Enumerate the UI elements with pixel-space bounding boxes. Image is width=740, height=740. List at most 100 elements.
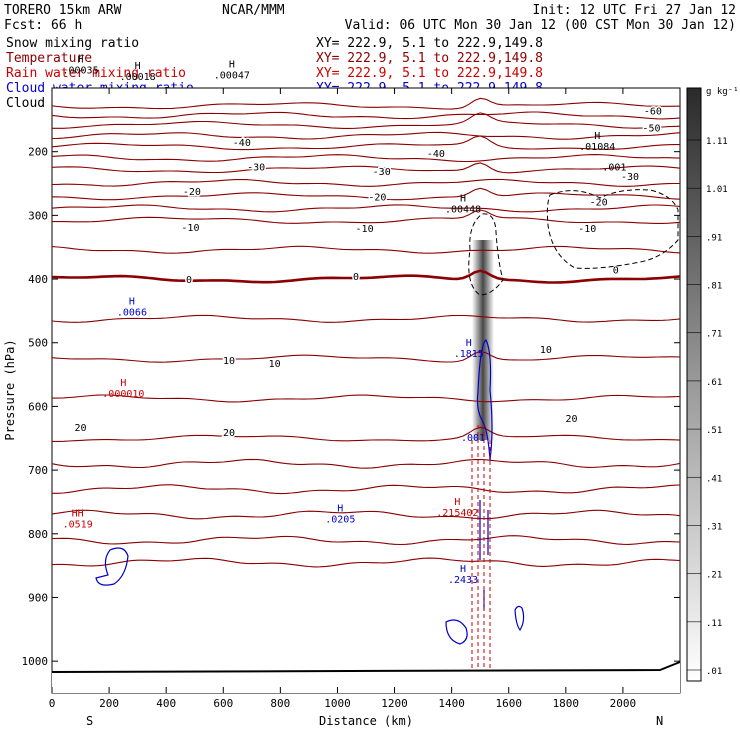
init-time: Init: 12 UTC Fri 27 Jan 12 — [533, 3, 737, 18]
temperature-contour — [51, 458, 681, 469]
temperature-contour — [51, 509, 681, 520]
temperature-contours: -60 -50 -40 -40 -30 -30 -30 -20 -20 -20 -10 -10 -10 0… — [51, 97, 681, 568]
maximum-value: .00035 — [62, 66, 98, 77]
colorbar-label: .11 — [706, 619, 722, 629]
maximum-marker: HH — [72, 509, 84, 520]
model-title: TORERO 15km ARW — [4, 3, 122, 18]
cloud-ice-contour-center — [468, 213, 504, 296]
maximum-value: .00047 — [214, 71, 250, 82]
x-tick-label: 1400 — [438, 697, 465, 710]
y-tick-label: 1000 — [22, 655, 49, 668]
temperature-contour — [51, 162, 681, 174]
colorbar-unit: g kg⁻¹ — [706, 87, 739, 97]
field-label: Temperature — [6, 51, 92, 66]
colorbar-label: .31 — [706, 522, 722, 532]
temperature-contour-label: -20 — [590, 197, 608, 208]
maximum-value: .2433 — [448, 575, 478, 586]
y-tick-label: 500 — [28, 337, 48, 350]
temperature-contour — [52, 112, 681, 129]
temperature-contour-label: -20 — [368, 192, 386, 203]
colorbar-label: 1.11 — [706, 137, 728, 147]
maximum-marker: H — [129, 297, 135, 308]
maximum-value: .215402 — [436, 508, 478, 519]
forecast-hour: Fcst: 66 h — [4, 18, 82, 33]
terrain-line — [51, 661, 681, 673]
field-section-coords: XY= 222.9, 5.1 to 222.9,149.8 — [316, 51, 543, 66]
rain-water-contours — [471, 425, 491, 668]
y-tick-label: 200 — [28, 146, 48, 159]
temperature-contour-label: -30 — [621, 172, 639, 183]
colorbar-label: .41 — [706, 474, 722, 484]
temperature-contour — [52, 426, 681, 442]
field-section-coords: XY= 222.9, 5.1 to 222.9,149.8 — [316, 66, 543, 81]
org-title: NCAR/MMM — [222, 3, 285, 18]
temperature-contour-label: 10 — [269, 359, 281, 370]
temperature-contour — [52, 209, 681, 224]
temperature-contour-label: -30 — [247, 162, 265, 173]
temperature-contour — [51, 111, 681, 120]
maximum-marker: H — [135, 61, 141, 72]
temperature-contour-label: 10 — [540, 345, 552, 356]
valid-time: Valid: 06 UTC Mon 30 Jan 12 (00 CST Mon … — [345, 18, 736, 33]
maximum-value: .01084 — [579, 142, 615, 153]
x-tick-label: 1000 — [324, 697, 351, 710]
temperature-contour — [51, 204, 681, 213]
temperature-contour — [51, 350, 681, 363]
temperature-contour-label: -30 — [373, 167, 391, 178]
cloud-water-contour-south-low — [445, 619, 468, 645]
temperature-contour — [51, 154, 681, 163]
temperature-contour-label: -10 — [356, 224, 374, 235]
maximum-marker: H — [454, 497, 460, 508]
temperature-contour-label: 20 — [223, 428, 235, 439]
maximum-value: .0066 — [117, 308, 147, 319]
x-tick-label: 0 — [49, 697, 56, 710]
temperature-contour-label: -20 — [183, 187, 201, 198]
field-section-coords: XY= 222.9, 5.1 to 222.9,149.8 — [316, 36, 543, 51]
temperature-contour-label: 10 — [223, 356, 235, 367]
plot-frame — [51, 87, 681, 694]
x-tick-label: 1800 — [553, 697, 580, 710]
cloud-water-contour-east-low — [514, 605, 525, 632]
header: TORERO 15km ARW NCAR/MMM Init: 12 UTC Fr… — [4, 3, 736, 33]
y-tick-label: 400 — [28, 273, 48, 286]
colorbar-ramp — [686, 87, 702, 682]
maximum-value: .0519 — [63, 520, 93, 531]
colorbar-label: .71 — [706, 330, 722, 340]
x-tick-label: 400 — [156, 697, 176, 710]
colorbar: g kg⁻¹ 1.11 1.01 .91 .81 .71 .61 .51 .41 .31 .21.… — [686, 87, 739, 682]
x-axis-right-end: N — [656, 714, 663, 728]
x-axis-label: Distance (km) — [319, 714, 413, 728]
temperature-contour-label: 0 — [613, 266, 619, 277]
temperature-contour — [51, 178, 680, 187]
temperature-contour — [51, 535, 681, 546]
field-label: Rain water mixing ratio — [6, 66, 186, 81]
maximum-value: .000010 — [102, 389, 144, 400]
temperature-contour — [51, 131, 681, 140]
snow-plume — [472, 240, 494, 440]
snow-plume-core — [472, 240, 494, 440]
temperature-contour — [51, 269, 681, 284]
x-tick-label: 1200 — [381, 697, 408, 710]
maximum-marker: H — [78, 55, 84, 66]
colorbar-label: 1.01 — [706, 185, 728, 195]
colorbar-label: .91 — [706, 233, 722, 243]
field-label: Snow mixing ratio — [6, 36, 139, 51]
temperature-contour-label: 0 — [353, 272, 359, 283]
maximum-marker: H — [594, 131, 600, 142]
cloud-contours — [95, 189, 679, 668]
temperature-contour — [51, 187, 681, 201]
temperature-contour — [51, 245, 681, 254]
temperature-contour — [52, 394, 681, 403]
x-tick-label: 600 — [213, 697, 233, 710]
colorbar-label: .01 — [706, 667, 722, 677]
colorbar-label: .81 — [706, 282, 722, 292]
plot-area: -60 -50 -40 -40 -30 -30 -30 -20 -20 -20 -10 -10 -10 0… — [51, 55, 681, 694]
temperature-contour-label: 20 — [75, 423, 87, 434]
x-tick-label: 1600 — [495, 697, 522, 710]
temperature-contour — [51, 97, 680, 110]
maximum-labels: H.00035 H.00018H.00047H.00448H.01084.001H… — [62, 55, 626, 586]
x-tick-label: 200 — [99, 697, 119, 710]
maximum-marker: H — [120, 378, 126, 389]
x-axis-left-end: S — [86, 714, 93, 728]
